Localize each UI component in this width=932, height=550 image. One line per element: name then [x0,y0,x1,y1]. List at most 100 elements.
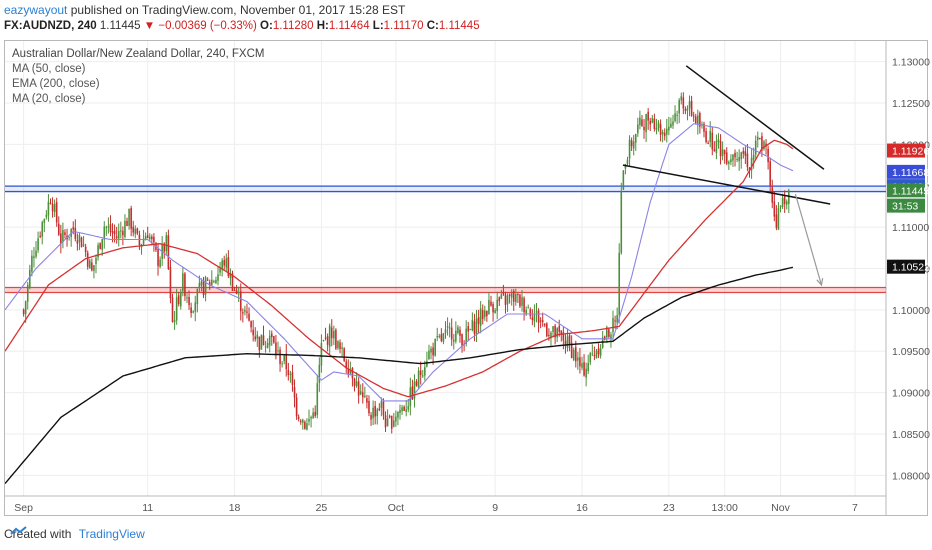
candle-body [279,349,281,364]
candle [630,137,633,152]
candle-body [186,297,188,299]
candle [134,225,137,239]
candle-body [411,386,414,400]
candle-body [206,279,209,281]
candle-body [103,226,106,240]
candle [593,346,596,361]
candle-body [744,151,747,156]
candle-body [452,339,455,342]
candle-body [388,416,391,418]
candle-body [634,133,637,143]
high-label: H: [316,20,329,32]
candle-body [120,230,122,232]
x-tick-label: 11 [142,502,153,514]
candle [637,117,639,137]
candle-body [105,226,108,228]
candle-body [614,320,616,322]
candle [341,342,343,357]
candle [388,414,391,419]
candle-body [192,311,194,313]
candle-body [231,273,234,292]
candle-body [543,324,546,326]
candle-body [763,141,765,149]
candle [750,149,753,179]
candle [186,292,188,304]
candle [397,411,399,426]
legend-ma20[interactable]: MA (20, close) [12,93,86,105]
candle-body [208,282,211,286]
candle-body [403,406,405,411]
author-link[interactable]: eazywayout [4,3,68,17]
legend-ma50[interactable]: MA (50, close) [12,63,86,75]
candle [182,267,184,297]
candle [273,335,275,344]
candle-body [459,329,461,336]
candle-body [109,224,112,233]
candle-body [674,113,676,122]
x-tick-label: 13:00 [712,502,738,514]
candle [84,243,87,257]
candle [552,326,554,337]
candle-body [126,220,128,226]
candle-body [244,309,246,312]
candle-body [709,130,712,142]
candle [370,412,372,426]
candle-body [345,361,348,368]
candle [490,295,492,307]
candle [527,304,530,309]
candle-body [523,298,525,313]
candle-body [405,409,408,412]
candle-body [738,156,740,162]
chart-panel[interactable] [4,40,928,516]
candle [392,412,395,428]
candle-body [364,395,366,397]
candle [717,133,720,149]
candle-body [302,419,304,423]
candle [434,338,436,357]
candle [200,278,203,292]
candle [775,205,778,231]
candle [663,128,666,141]
candle [521,289,523,312]
candle-body [657,122,660,129]
candle-body [434,339,436,356]
candle-body [754,140,757,155]
candle [378,403,381,412]
candle [297,414,300,422]
candle-body [117,230,120,239]
candle-body [320,343,323,366]
candle [471,312,474,332]
candle [184,272,186,301]
candle-body [392,420,395,427]
candle-body [488,300,490,315]
candle-body [113,230,116,235]
candle [684,106,687,115]
candle-body [550,332,552,338]
candle-body [29,269,31,287]
tradingview-brand-link[interactable]: TradingView [78,527,145,541]
candle-body [361,392,364,398]
candle-body [500,294,503,299]
candle-body [227,257,230,277]
candle [581,356,583,371]
candle-body [167,235,170,269]
y-tick-label: 1.09000 [892,388,930,400]
candle-body [306,423,308,430]
candle [386,409,389,427]
candle [610,331,612,348]
candle-body [620,191,623,253]
candle-body [622,170,625,190]
candle [688,95,691,117]
candle-body [97,245,99,258]
candle-body [53,203,56,213]
candle [788,188,790,214]
candle-body [653,118,656,130]
candle [70,228,72,247]
candle [368,395,370,417]
candle [380,397,383,417]
candle-body [84,246,87,253]
legend-ema200[interactable]: EMA (200, close) [12,78,100,90]
candle [756,131,759,148]
candle [529,307,532,320]
